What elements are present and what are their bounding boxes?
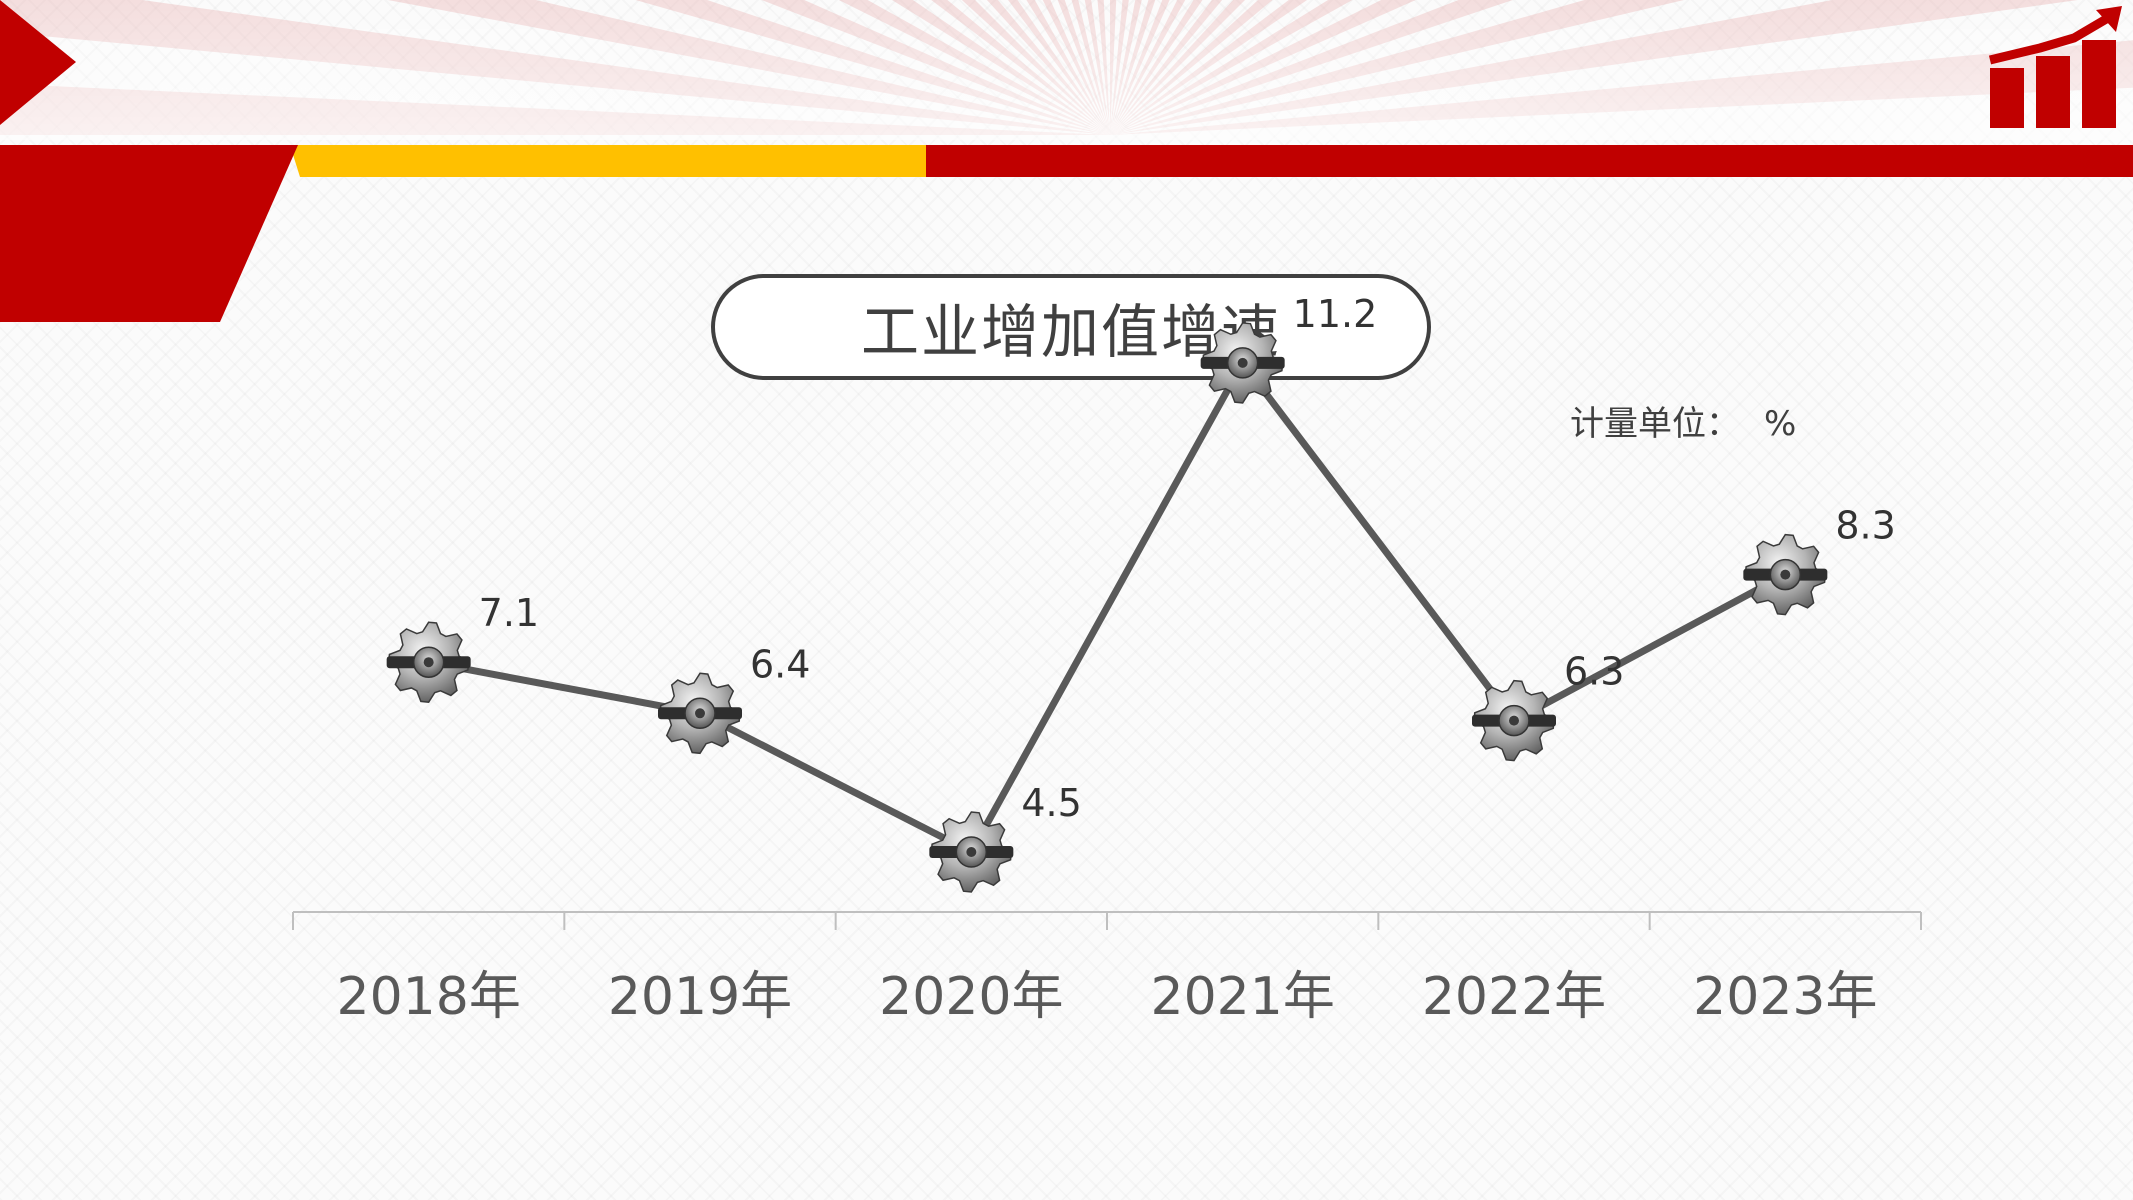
yellow-stripe	[300, 145, 930, 177]
unit-label: 计量单位：	[1570, 404, 1740, 444]
red-stripe	[926, 145, 2133, 177]
data-label: 8.3	[1835, 504, 1895, 548]
chart-title-box: 工业增加值增速	[711, 274, 1431, 380]
left-arrow-shape	[0, 0, 76, 125]
unit-symbol: %	[1764, 404, 1797, 444]
x-tick-label: 2019年	[608, 967, 792, 1027]
data-label: 4.5	[1021, 781, 1081, 825]
gear-icon	[929, 811, 1014, 893]
gear-icon	[386, 621, 471, 703]
x-tick-label: 2018年	[336, 967, 520, 1027]
tick-label-layer: 2018年 2019年 2020年 2021年 2022年 2023年	[336, 967, 1877, 1027]
x-tick-label: 2022年	[1422, 967, 1606, 1027]
data-label: 6.3	[1564, 650, 1624, 694]
x-tick-label: 2020年	[879, 967, 1063, 1027]
gear-icon	[1472, 679, 1556, 762]
data-label: 6.4	[750, 642, 810, 686]
gear-icon	[1200, 322, 1285, 404]
data-label: 11.2	[1293, 292, 1378, 336]
data-label: 7.1	[479, 591, 539, 635]
bar-chart-growth-icon	[1988, 6, 2122, 128]
series-line	[428, 359, 1787, 856]
series-line-layer	[428, 359, 1787, 856]
x-tick-label: 2021年	[1150, 967, 1334, 1027]
x-axis	[292, 911, 1922, 930]
gear-icon	[658, 672, 742, 755]
unit-note: 计量单位：%	[1570, 396, 1796, 445]
header-decoration	[0, 0, 2133, 322]
red-corner-block	[0, 145, 298, 322]
marker-layer	[386, 322, 1828, 893]
x-tick-label: 2023年	[1693, 967, 1877, 1027]
gear-icon	[1743, 533, 1828, 616]
data-label-layer: 7.1 6.4 4.5 11.2 6.3 8.3	[479, 292, 1896, 825]
yellow-tab	[290, 145, 332, 177]
